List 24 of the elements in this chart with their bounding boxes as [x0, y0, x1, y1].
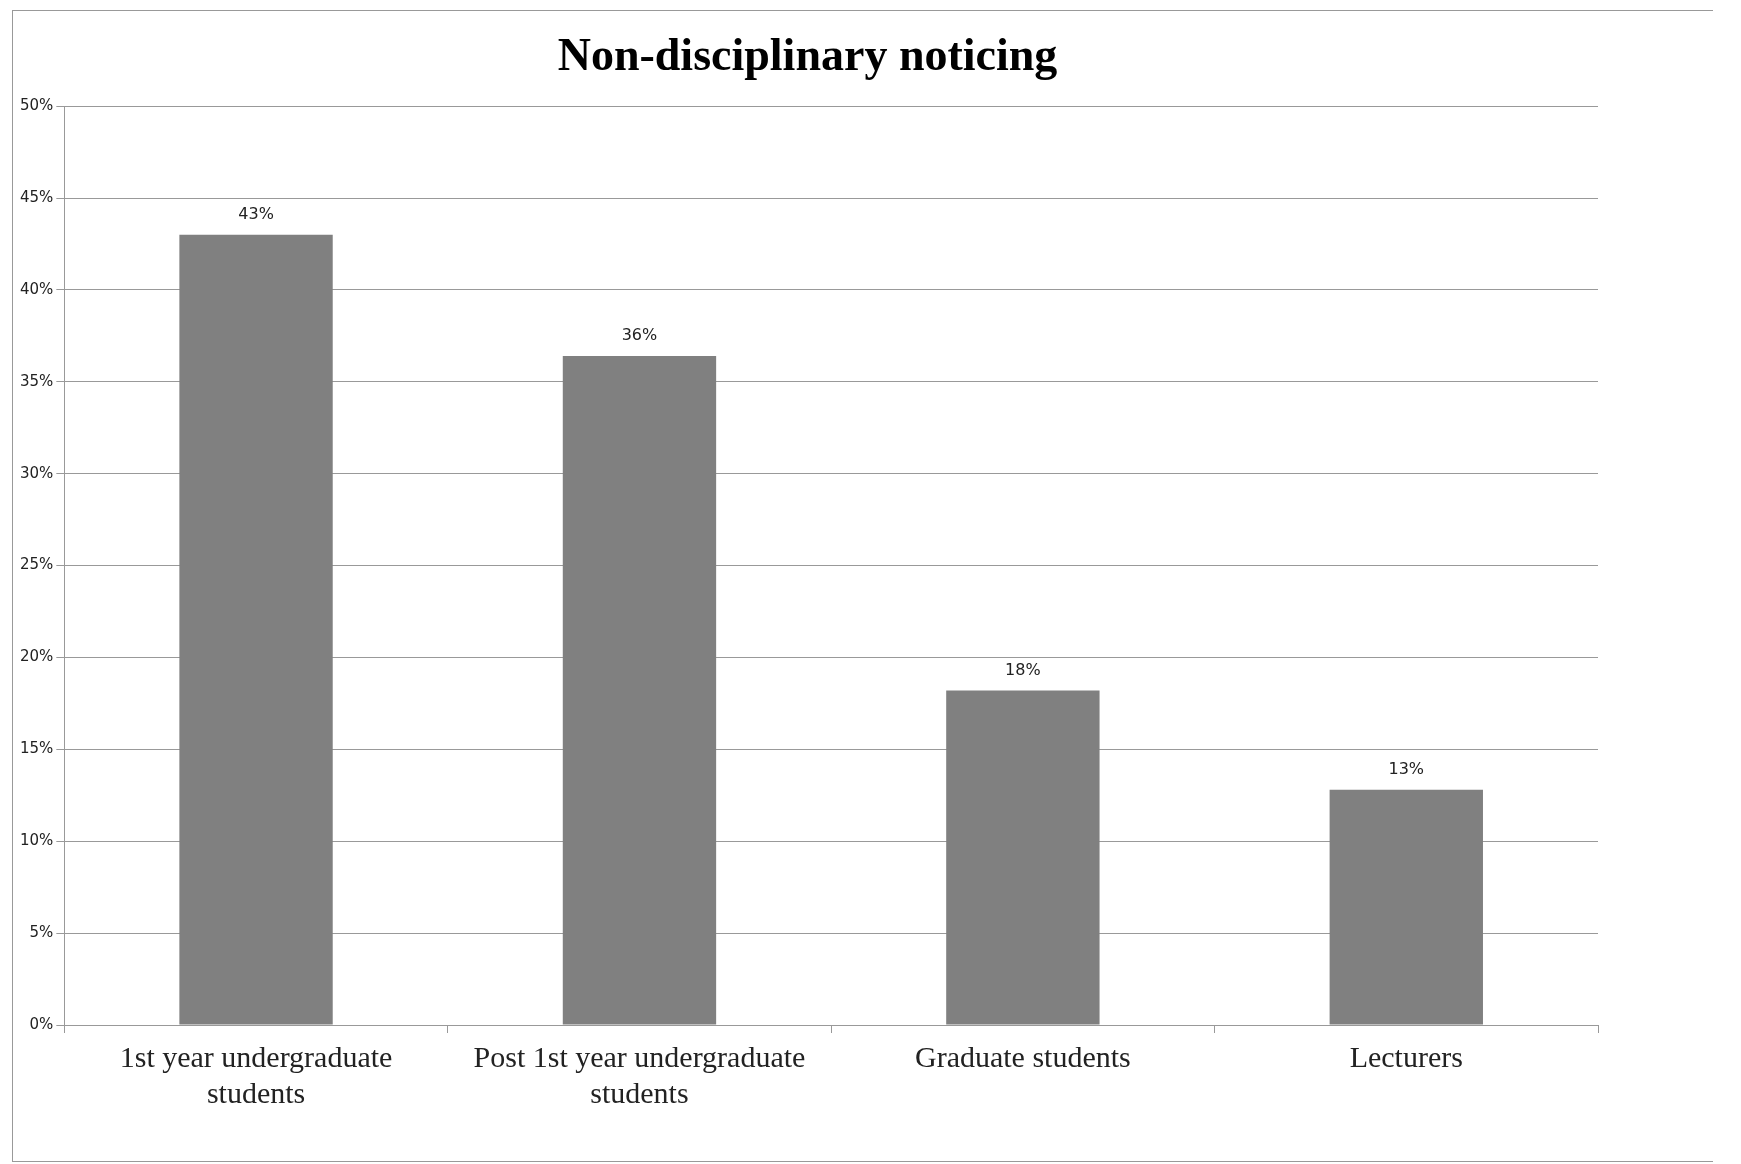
y-tick-label: 25%: [20, 555, 54, 574]
bar: [179, 234, 333, 1025]
y-tick-label: 10%: [20, 831, 54, 850]
y-tick-label: 35%: [20, 371, 54, 390]
y-tick-label: 0%: [29, 1014, 54, 1033]
y-tick-label: 20%: [20, 647, 54, 666]
bar: [1329, 789, 1483, 1025]
y-tick-label: 45%: [20, 187, 54, 206]
x-tick-label: Graduate students: [914, 1039, 1131, 1073]
data-label: 36%: [621, 325, 658, 345]
y-tick-label: 5%: [29, 923, 54, 942]
chart-title: Non-disciplinary noticing: [557, 29, 1058, 81]
x-tick-label: Lecturers: [1349, 1039, 1463, 1073]
y-tick-label: 15%: [20, 739, 54, 758]
x-tick-label: Post 1st year undergraduate students: [473, 1039, 806, 1109]
y-tick-label: 40%: [20, 279, 54, 298]
data-label: 43%: [238, 203, 274, 223]
x-tick-label: 1st year undergraduate students: [119, 1039, 393, 1109]
bar: [946, 690, 1100, 1025]
bar: [562, 356, 717, 1025]
y-tick-label: 30%: [20, 463, 54, 482]
data-label: 13%: [1388, 758, 1425, 778]
y-tick-label: 50%: [20, 96, 54, 115]
data-label: 18%: [1005, 659, 1041, 679]
